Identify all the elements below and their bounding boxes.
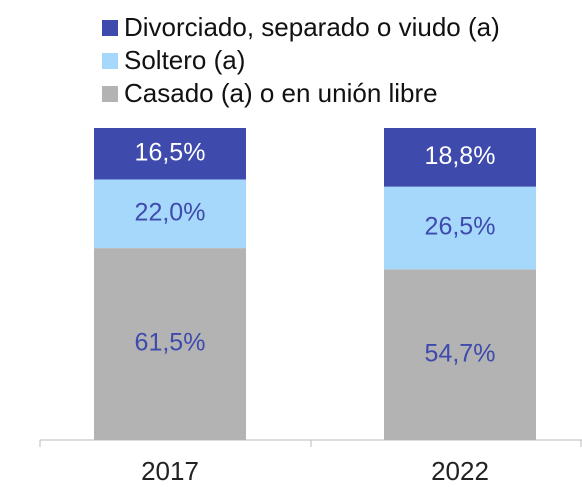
value-label: 22,0% xyxy=(135,198,206,226)
bar-segment xyxy=(384,128,536,187)
value-label: 54,7% xyxy=(425,339,496,367)
value-label: 61,5% xyxy=(135,329,206,357)
bar-segment xyxy=(384,269,536,440)
bar-segment xyxy=(94,179,246,249)
value-label: 26,5% xyxy=(425,213,496,241)
legend-label: Soltero (a) xyxy=(124,45,245,75)
legend-label: Divorciado, separado o viudo (a) xyxy=(124,12,500,42)
bar-segment xyxy=(94,248,246,440)
bar-segment xyxy=(94,128,246,180)
x-tick-label: 2022 xyxy=(431,456,489,486)
bar-segment xyxy=(384,186,536,270)
value-label: 16,5% xyxy=(135,138,206,166)
legend-swatch xyxy=(102,53,118,69)
value-label: 18,8% xyxy=(425,142,496,170)
legend-swatch xyxy=(102,86,118,102)
legend-swatch xyxy=(102,20,118,36)
legend-label: Casado (a) o en unión libre xyxy=(124,78,438,108)
x-tick-label: 2017 xyxy=(141,456,199,486)
